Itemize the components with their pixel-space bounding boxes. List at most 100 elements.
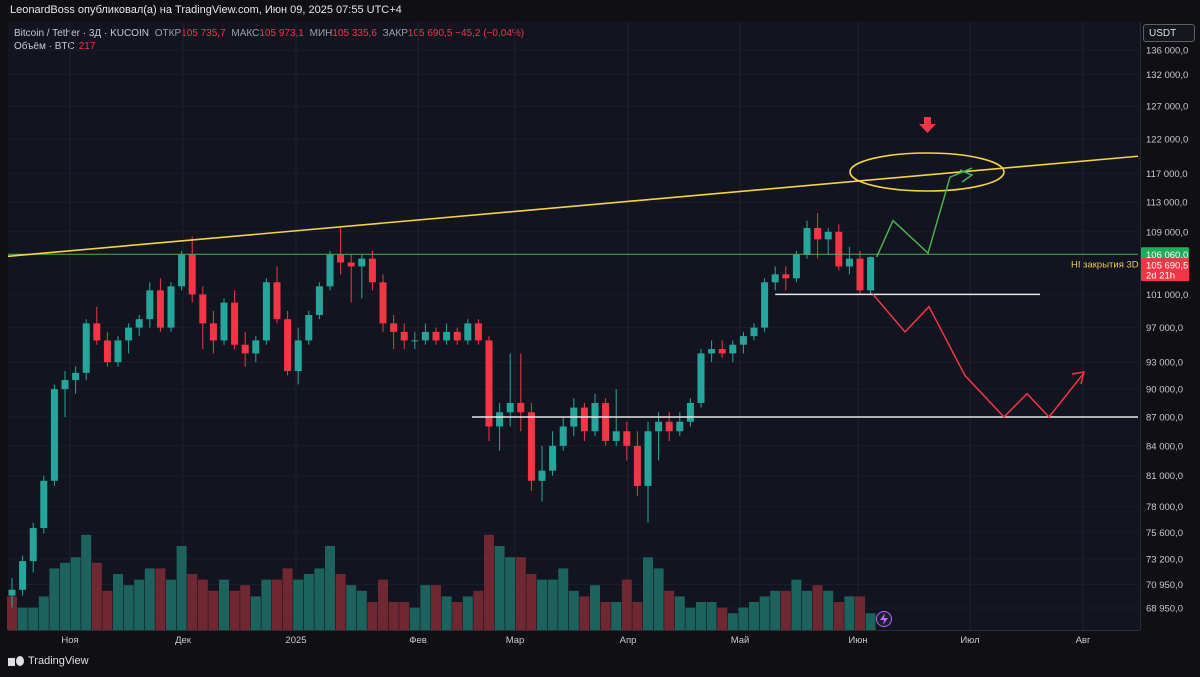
- currency-button[interactable]: USDT: [1143, 24, 1195, 42]
- volume-bar: [293, 579, 304, 630]
- legend-symbol[interactable]: Bitcoin / Tether · 3Д · KUCOIN: [14, 28, 149, 39]
- candle: [644, 421, 652, 523]
- time-tick-label: 2025: [285, 635, 306, 646]
- candle: [19, 555, 27, 596]
- candle-body: [188, 254, 196, 295]
- price-badge-green: [1141, 247, 1189, 261]
- candle-series: [8, 213, 875, 608]
- volume-bar: [833, 602, 844, 630]
- volume-bar: [526, 574, 537, 630]
- legend-close: 105 690,5: [407, 28, 453, 39]
- lightning-bolt: [880, 613, 888, 625]
- candle-body: [527, 412, 535, 481]
- legend-low-label: МИН: [309, 28, 333, 39]
- candle-body: [40, 480, 48, 529]
- chart-area[interactable]: [8, 22, 1140, 630]
- price-tick-label: 68 950,0: [1146, 604, 1183, 615]
- candle: [792, 250, 800, 283]
- candle-body: [8, 589, 16, 596]
- volume-bar: [844, 596, 855, 630]
- price-tick-label: 127 000,0: [1146, 102, 1188, 113]
- volume-bar: [420, 585, 431, 630]
- candle: [114, 336, 122, 367]
- candle: [676, 412, 684, 437]
- candle: [814, 213, 822, 259]
- volume-bar: [802, 590, 812, 630]
- candle-body: [347, 262, 355, 267]
- candle-body: [506, 402, 514, 413]
- candle: [803, 220, 811, 259]
- candle-body: [209, 323, 217, 341]
- price-tick-label: 132 000,0: [1146, 70, 1188, 81]
- candle-body: [294, 340, 302, 372]
- volume-bar: [102, 590, 113, 630]
- volume-bar: [558, 568, 569, 630]
- candle: [464, 319, 472, 345]
- candle: [527, 402, 535, 492]
- candle: [686, 398, 694, 427]
- candle: [294, 327, 302, 385]
- price-tick-label: 122 000,0: [1146, 135, 1188, 146]
- tradingview-logo-icon: [8, 656, 24, 666]
- trendline: [7, 155, 1139, 258]
- candle-body: [411, 340, 419, 342]
- candle-body: [273, 282, 281, 320]
- candle: [443, 323, 451, 345]
- volume-bar: [166, 579, 176, 630]
- candle: [209, 310, 217, 354]
- price-badge-green-label: 106 060,0: [1146, 250, 1188, 261]
- time-axis[interactable]: [8, 630, 1140, 651]
- volume-bar: [674, 596, 685, 630]
- volume-bar: [812, 585, 823, 630]
- volume-bar: [441, 596, 452, 630]
- volume-bar: [272, 579, 282, 630]
- arrow-stem: [924, 117, 931, 125]
- price-tick-label: 109 000,0: [1146, 227, 1188, 238]
- price-tick-label: 113 000,0: [1146, 198, 1188, 209]
- legend-open-label: ОТКР: [154, 28, 182, 39]
- candle-body: [686, 402, 694, 422]
- candle-body: [814, 228, 822, 240]
- candle: [856, 250, 864, 295]
- candle: [867, 256, 875, 295]
- volume-bar: [367, 602, 378, 630]
- candle: [262, 278, 270, 345]
- candle-body: [29, 528, 37, 562]
- candle: [633, 431, 641, 497]
- candle: [697, 349, 705, 408]
- candle: [231, 290, 239, 350]
- candle: [50, 384, 58, 486]
- candle-body: [315, 286, 323, 316]
- legend-low: 105 335,6: [332, 28, 377, 39]
- candle-body: [474, 323, 482, 341]
- candle: [40, 475, 48, 534]
- candle: [188, 236, 196, 303]
- volume-bar: [261, 579, 272, 630]
- volume-bar: [431, 585, 441, 630]
- volume-bar: [473, 590, 484, 630]
- candle-body: [220, 302, 228, 341]
- candle-body: [792, 254, 800, 279]
- candle-body: [125, 327, 133, 341]
- volume-bar: [91, 562, 102, 630]
- legend-high: 105 973,1: [259, 28, 304, 39]
- candle: [729, 340, 737, 363]
- candle-body: [368, 258, 376, 283]
- candle: [72, 366, 80, 394]
- candle-body: [72, 372, 80, 381]
- volume-bar: [208, 590, 219, 630]
- volume-series: [7, 534, 876, 630]
- candle: [739, 331, 747, 354]
- price-axis[interactable]: [1140, 22, 1200, 630]
- price-tick-label: 70 950,0: [1146, 580, 1183, 591]
- arrow-down-icon: [919, 117, 936, 133]
- volume-bar: [49, 568, 60, 630]
- candle-body: [432, 331, 440, 341]
- legend: Bitcoin / Tether · 3Д · KUCOIN ОТКР105 7…: [14, 27, 524, 53]
- candle: [241, 331, 249, 367]
- candle: [835, 224, 843, 271]
- candle: [368, 250, 376, 291]
- candle-body: [167, 286, 175, 328]
- candle: [273, 266, 281, 324]
